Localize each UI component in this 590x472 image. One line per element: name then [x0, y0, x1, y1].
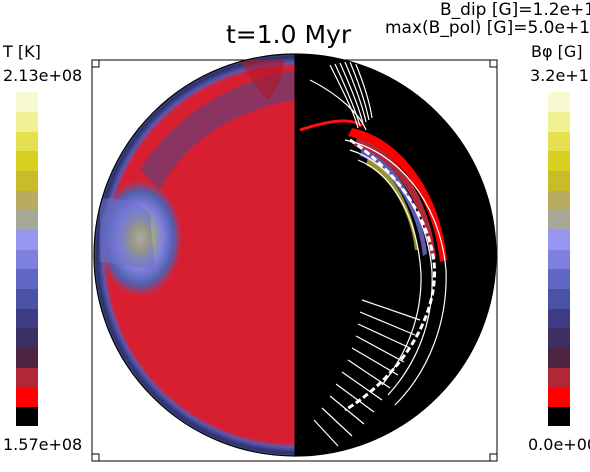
bdip-annotation: B_dip [G]=1.2e+13	[440, 0, 590, 20]
temperature-colorbar-segment	[16, 150, 38, 172]
temperature-colorbar-label: T [K]	[3, 42, 41, 61]
temperature-colorbar-segment	[16, 268, 38, 289]
bphi-colorbar-segment	[548, 327, 570, 348]
temperature-colorbar-segment	[16, 170, 38, 191]
bphi-colorbar-segment	[548, 406, 570, 427]
bphi-colorbar-segment	[548, 367, 570, 388]
bphi-colorbar-segment	[548, 249, 570, 270]
bphi-colorbar-min: 0.0e+00	[528, 435, 590, 454]
frame-corner-tr	[489, 59, 498, 68]
bphi-colorbar-segment	[548, 190, 570, 211]
bphi-colorbar-segment	[548, 111, 570, 132]
bphi-colorbar-segment	[548, 308, 570, 329]
temperature-colorbar-segment	[16, 386, 38, 407]
temperature-colorbar-segment	[16, 308, 38, 329]
frame-corner-bl	[91, 453, 100, 462]
temperature-colorbar	[16, 92, 38, 427]
bpol-annotation: max(B_pol) [G]=5.0e+14	[385, 18, 590, 38]
temperature-colorbar-segment	[16, 190, 38, 211]
bphi-colorbar-label: Bφ [G]	[531, 42, 583, 61]
temperature-colorbar-segment	[16, 288, 38, 309]
temperature-colorbar-segment	[16, 327, 38, 348]
bphi-colorbar-segment	[548, 386, 570, 407]
bphi-colorbar-segment	[548, 268, 570, 289]
bphi-colorbar-segment	[548, 288, 570, 309]
temperature-colorbar-segment	[16, 249, 38, 270]
temperature-colorbar-segment	[16, 406, 38, 427]
temperature-colorbar-segment	[16, 92, 38, 113]
bphi-colorbar-segment	[548, 170, 570, 191]
temperature-colorbar-max: 2.13e+08	[3, 66, 83, 85]
temperature-colorbar-min: 1.57e+08	[3, 435, 83, 454]
bphi-colorbar-segment	[548, 150, 570, 172]
bphi-colorbar-max: 3.2e+15	[530, 66, 590, 85]
temperature-colorbar-segment	[16, 131, 38, 152]
plot-title: t=1.0 Myr	[226, 20, 352, 49]
bphi-colorbar-segment	[548, 92, 570, 113]
temperature-colorbar-segment	[16, 209, 38, 231]
temperature-colorbar-segment	[16, 229, 38, 250]
magnetic-field-map	[295, 54, 496, 456]
temperature-colorbar-segment	[16, 347, 38, 368]
bphi-colorbar-segment	[548, 347, 570, 368]
bphi-colorbar-segment	[548, 131, 570, 152]
frame-corner-tl	[91, 59, 100, 68]
bphi-colorbar-segment	[548, 209, 570, 231]
temperature-colorbar-segment	[16, 367, 38, 388]
bphi-colorbar-segment	[548, 229, 570, 250]
bphi-colorbar	[548, 92, 570, 427]
temperature-colorbar-segment	[16, 111, 38, 132]
frame-corner-br	[489, 453, 498, 462]
